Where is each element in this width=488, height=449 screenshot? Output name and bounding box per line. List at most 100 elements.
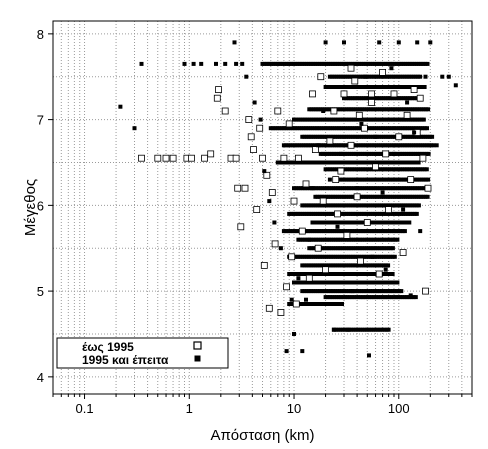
point-1995-onward <box>326 203 331 208</box>
point-1995-onward <box>405 143 410 148</box>
point-1995-onward <box>342 280 347 285</box>
point-1995-onward <box>287 302 292 306</box>
point-1995-onward <box>400 151 405 156</box>
point-1995-onward <box>356 151 361 156</box>
point-1995-onward <box>365 167 370 172</box>
point-1995-onward <box>293 160 298 165</box>
point-1995-onward <box>352 126 357 131</box>
point-1995-onward <box>333 289 338 294</box>
point-1995-onward <box>347 295 352 300</box>
point-1995-onward <box>330 167 335 172</box>
point-1995-onward <box>422 85 427 89</box>
point-1995-onward <box>322 61 327 66</box>
point-until-1995 <box>368 99 376 106</box>
point-1995-onward <box>355 96 360 101</box>
point-1995-onward <box>308 143 313 148</box>
point-1995-onward <box>358 151 363 156</box>
point-1995-onward <box>331 211 336 216</box>
point-until-1995 <box>309 90 316 98</box>
point-1995-onward <box>446 74 451 79</box>
point-1995-onward <box>392 203 397 208</box>
point-1995-onward <box>385 143 390 148</box>
point-1995-onward <box>350 289 355 294</box>
point-1995-onward <box>350 263 355 268</box>
point-1995-onward <box>410 203 415 208</box>
point-1995-onward <box>351 117 356 122</box>
point-1995-onward <box>402 186 406 191</box>
point-1995-onward <box>389 220 394 225</box>
point-1995-onward <box>376 220 381 225</box>
point-1995-onward <box>315 302 320 306</box>
point-1995-onward <box>350 194 355 199</box>
point-1995-onward <box>361 263 366 268</box>
point-1995-onward <box>232 40 237 45</box>
point-1995-onward <box>370 96 375 101</box>
point-1995-onward <box>339 220 344 225</box>
point-1995-onward <box>375 246 380 251</box>
point-1995-onward <box>342 107 347 112</box>
point-1995-onward <box>337 126 341 131</box>
point-1995-onward <box>411 126 416 131</box>
point-1995-onward <box>275 160 280 165</box>
point-1995-onward <box>301 143 306 148</box>
point-1995-onward <box>318 117 323 122</box>
point-1995-onward <box>386 107 391 112</box>
point-1995-onward <box>353 246 358 251</box>
point-1995-onward <box>343 126 348 131</box>
point-1995-onward <box>327 177 332 182</box>
point-1995-onward <box>411 167 416 172</box>
point-1995-onward <box>397 107 402 112</box>
point-1995-onward <box>338 186 343 191</box>
point-1995-onward <box>311 134 316 139</box>
point-1995-onward <box>427 134 432 139</box>
point-until-1995 <box>232 154 240 162</box>
point-1995-onward <box>337 289 342 294</box>
point-1995-onward <box>286 143 291 148</box>
point-1995-onward <box>333 160 337 165</box>
point-1995-onward <box>273 126 278 131</box>
point-1995-onward <box>345 167 350 172</box>
point-1995-onward <box>286 126 291 131</box>
point-1995-onward <box>332 151 336 156</box>
point-1995-onward <box>371 246 376 251</box>
point-1995-onward <box>326 302 331 306</box>
point-1995-onward <box>385 167 390 172</box>
point-1995-onward <box>368 177 373 182</box>
point-1995-onward <box>348 263 353 268</box>
point-1995-onward <box>373 151 378 156</box>
x-tick-label: 100 <box>388 401 410 416</box>
point-1995-onward <box>311 211 316 216</box>
point-until-1995 <box>379 69 387 76</box>
point-1995-onward <box>362 186 367 191</box>
point-1995-onward <box>307 272 311 276</box>
point-1995-onward <box>319 160 324 165</box>
point-1995-onward <box>304 211 309 216</box>
point-1995-onward <box>284 126 289 131</box>
point-1995-onward <box>357 160 362 165</box>
point-1995-onward <box>400 143 405 148</box>
point-1995-onward <box>303 117 307 122</box>
point-until-1995 <box>250 146 257 154</box>
point-1995-onward <box>353 280 358 285</box>
point-1995-onward <box>321 229 326 234</box>
point-1995-onward <box>347 117 351 122</box>
point-1995-onward <box>402 74 407 79</box>
point-1995-onward <box>366 272 371 276</box>
point-1995-onward <box>331 327 336 332</box>
point-1995-onward <box>288 143 293 148</box>
point-1995-onward <box>387 74 392 79</box>
point-1995-onward <box>336 295 341 300</box>
point-1995-onward <box>335 194 340 199</box>
point-1995-onward <box>390 203 395 208</box>
point-1995-onward <box>310 186 315 191</box>
point-1995-onward <box>300 263 305 268</box>
point-1995-onward <box>348 160 353 165</box>
point-1995-onward <box>417 177 422 182</box>
point-1995-onward <box>372 220 377 225</box>
point-1995-onward <box>402 229 407 234</box>
point-1995-onward <box>380 167 385 172</box>
point-1995-onward <box>375 117 380 122</box>
point-1995-onward <box>315 194 320 199</box>
point-1995-onward <box>399 96 404 101</box>
point-1995-onward <box>410 117 415 122</box>
